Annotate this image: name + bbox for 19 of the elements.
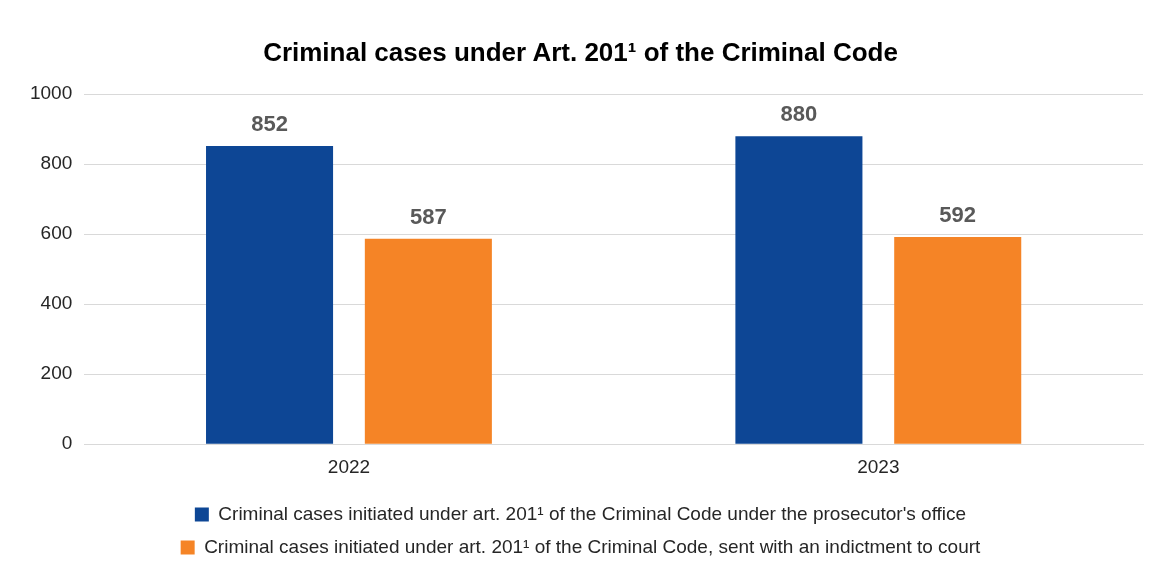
y-tick-label: 800	[40, 152, 73, 174]
y-tick-label: 0	[61, 432, 73, 454]
x-tick-label: 2022	[327, 455, 371, 477]
bar	[735, 136, 863, 444]
y-tick-label: 400	[40, 292, 73, 314]
bar	[364, 238, 492, 444]
x-tick-label: 2023	[857, 455, 900, 477]
data-label: 852	[251, 111, 288, 137]
y-tick-label: 1000	[29, 82, 73, 104]
bar	[894, 237, 1022, 444]
legend-label: Criminal cases initiated under art. 201¹ of the Criminal Code under the prosecutor's office	[218, 502, 967, 524]
data-label: 592	[939, 202, 977, 228]
legend-label: Criminal cases initiated under art. 201¹ of the Criminal Code, sent with an indictment to court	[204, 535, 982, 557]
y-tick-label: 600	[40, 222, 73, 244]
bar	[206, 146, 334, 444]
data-label: 587	[410, 203, 447, 229]
chart-title: Criminal cases under Art. 201¹ of the Criminal Code	[263, 36, 898, 67]
y-tick-label: 200	[40, 362, 73, 384]
data-label: 880	[780, 101, 818, 127]
